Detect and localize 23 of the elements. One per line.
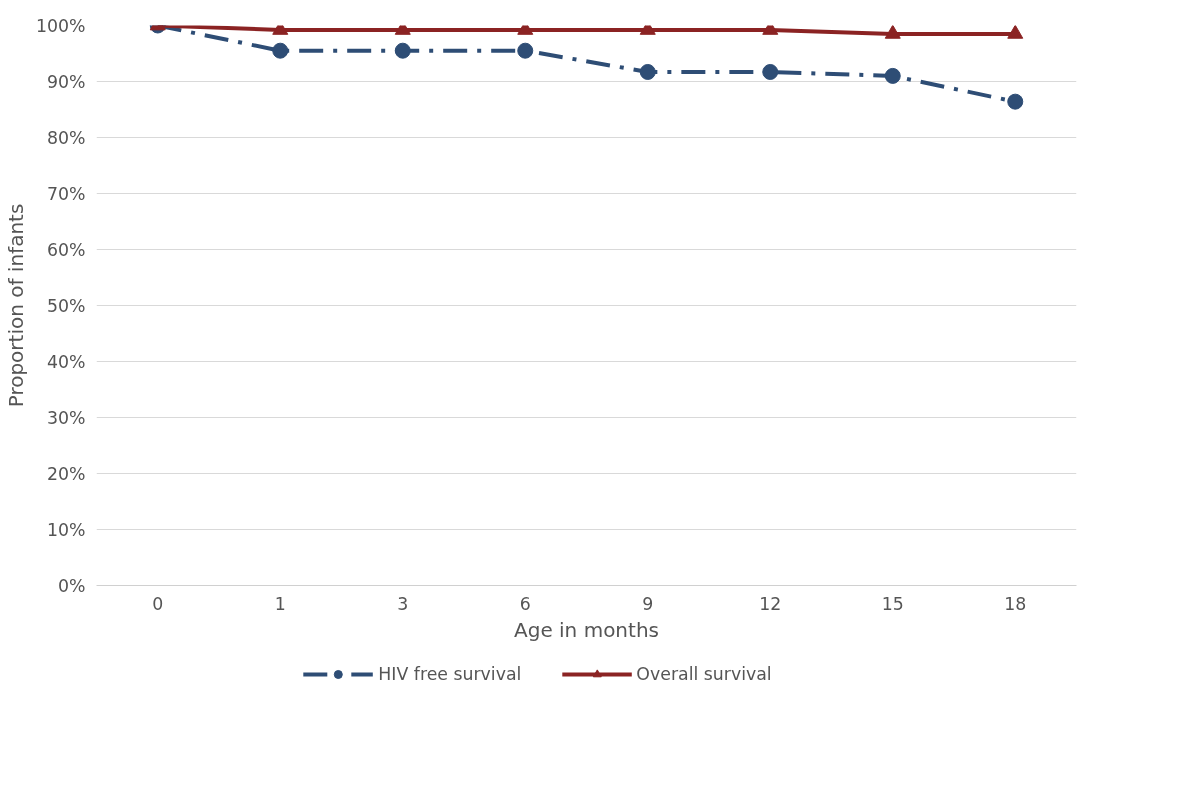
- x-tick-label: 12: [759, 593, 782, 614]
- y-tick-label: 60%: [46, 239, 86, 260]
- y-tick-label: 10%: [46, 519, 86, 540]
- x-axis-title: Age in months: [514, 617, 659, 642]
- x-tick-label: 18: [1004, 593, 1027, 614]
- y-tick-label: 100%: [35, 15, 86, 36]
- y-tick-label: 80%: [46, 127, 86, 148]
- x-tick-label: 3: [397, 593, 409, 614]
- y-tick-label: 30%: [46, 407, 86, 428]
- y-tick-label: 20%: [46, 463, 86, 484]
- y-tick-label: 90%: [46, 71, 86, 92]
- x-tick-label: 1: [274, 593, 286, 614]
- x-tick-label: 0: [152, 593, 164, 614]
- x-tick-label: 6: [519, 593, 531, 614]
- y-tick-label: 70%: [46, 183, 86, 204]
- y-tick-label: 50%: [46, 295, 86, 316]
- x-tick-label: 15: [881, 593, 904, 614]
- y-tick-label: 0%: [58, 575, 86, 596]
- x-tick-label: 9: [642, 593, 654, 614]
- y-tick-label: 40%: [46, 351, 86, 372]
- legend-label: HIV free survival: [378, 664, 522, 684]
- y-axis-title: Proportion of infants: [3, 203, 28, 408]
- legend-label: Overall survival: [636, 664, 772, 684]
